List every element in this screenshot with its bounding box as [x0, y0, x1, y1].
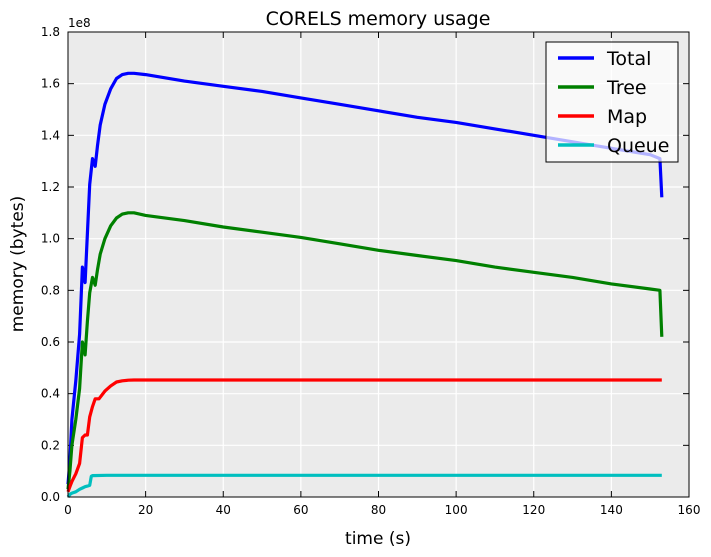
legend-label-total: Total	[606, 48, 651, 70]
legend: Total Tree Map Queue	[545, 41, 679, 163]
legend-label-tree: Tree	[606, 77, 647, 99]
x-tick-label: 120	[522, 503, 545, 517]
y-tick-label: 1.8	[41, 25, 60, 39]
y-tick-label: 0.6	[41, 335, 60, 349]
plot-frame	[67, 31, 690, 498]
x-tick-label: 60	[293, 503, 308, 517]
x-tick-label: 80	[371, 503, 386, 517]
x-tick-label: 140	[600, 503, 623, 517]
x-tick-label: 160	[678, 503, 701, 517]
tick-labels: 0 20 40 60 80 100 120 140 160 0.0 0.2 0.4 0.6 0.8 1.0 1…	[41, 25, 701, 517]
y-tick-label: 0.8	[41, 283, 60, 297]
series-lines	[66, 71, 664, 498]
x-tick-label: 100	[445, 503, 468, 517]
y-tick-label: 0.2	[41, 438, 60, 452]
y-tick-label: 1.6	[41, 77, 60, 91]
series-line-tree	[66, 211, 664, 490]
legend-label-queue: Queue	[607, 135, 669, 157]
legend-box	[545, 41, 679, 163]
x-tick-label: 40	[216, 503, 231, 517]
y-axis-title: memory (bytes)	[8, 196, 28, 333]
legend-label-map: Map	[607, 106, 647, 128]
x-axis-title: time (s)	[345, 529, 411, 549]
y-tick-label: 1.4	[41, 128, 60, 142]
series-line-queue	[66, 473, 662, 498]
y-tick-label: 1.2	[41, 180, 60, 194]
chart-title: CORELS memory usage	[266, 8, 491, 30]
y-offset-label: 1e8	[68, 16, 91, 30]
y-tick-label: 0.0	[41, 490, 60, 504]
x-tick-label: 20	[138, 503, 153, 517]
y-tick-label: 0.4	[41, 387, 60, 401]
x-tick-label: 0	[64, 503, 72, 517]
y-tick-label: 1.0	[41, 232, 60, 246]
series-line-map	[66, 378, 662, 493]
series-line-total	[66, 71, 664, 485]
